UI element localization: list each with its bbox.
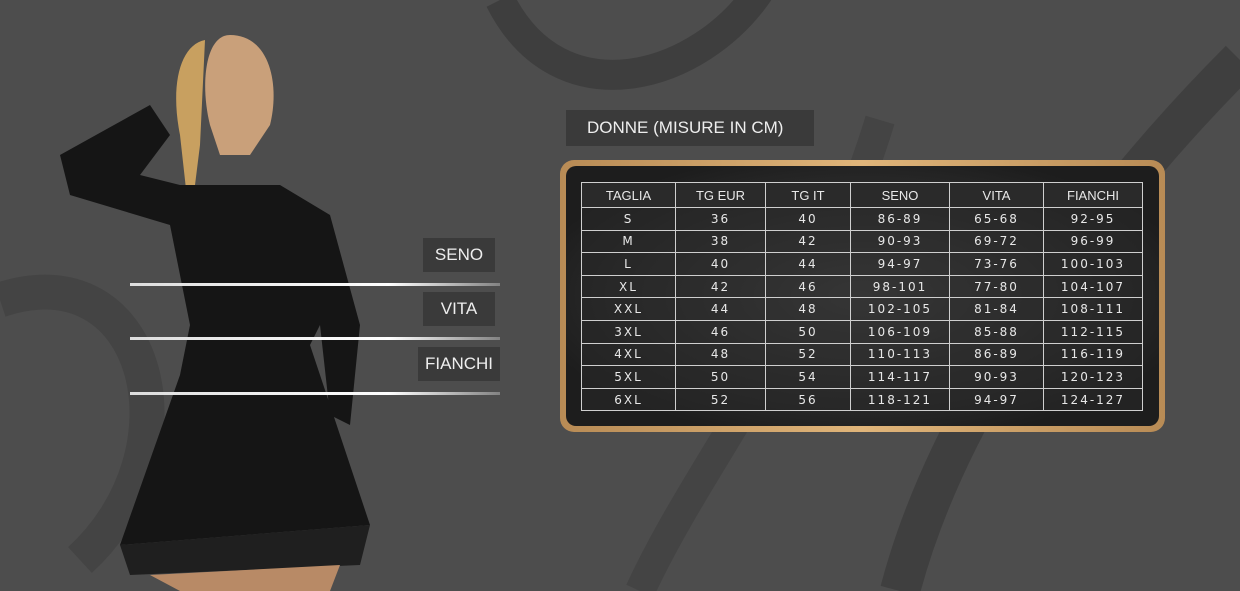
table-cell: 6XL bbox=[581, 387, 676, 412]
table-row: 5XL 50 54 114-117 90-93 120-123 bbox=[581, 365, 1143, 389]
table-row: M 38 42 90-93 69-72 96-99 bbox=[581, 229, 1143, 254]
table-header-row: TAGLIA TG EUR TG IT SENO VITA FIANCHI bbox=[581, 182, 1143, 208]
table-cell: 48 bbox=[675, 342, 766, 367]
chart-title: DONNE (MISURE IN CM) bbox=[566, 110, 814, 146]
table-cell: 48 bbox=[765, 297, 851, 321]
bust-line bbox=[130, 283, 500, 286]
table-cell: 114-117 bbox=[850, 365, 950, 389]
table-cell: 77-80 bbox=[949, 274, 1044, 299]
size-table-frame: TAGLIA TG EUR TG IT SENO VITA FIANCHI S 36 40 86… bbox=[560, 160, 1165, 432]
waist-line bbox=[130, 337, 500, 340]
table-cell: 112-115 bbox=[1043, 319, 1143, 344]
size-table: TAGLIA TG EUR TG IT SENO VITA FIANCHI S 36 40 86… bbox=[581, 182, 1143, 412]
hips-label: FIANCHI bbox=[418, 347, 500, 381]
table-cell: 90-93 bbox=[949, 365, 1044, 389]
table-cell: XL bbox=[581, 274, 676, 299]
table-cell: 42 bbox=[675, 274, 766, 299]
table-cell: 86-89 bbox=[949, 342, 1044, 367]
table-cell: 100-103 bbox=[1043, 252, 1143, 276]
table-cell: 50 bbox=[765, 319, 851, 344]
table-cell: 69-72 bbox=[949, 229, 1044, 254]
table-cell: 52 bbox=[765, 342, 851, 367]
table-cell: 94-97 bbox=[949, 387, 1044, 412]
table-cell: 106-109 bbox=[850, 319, 950, 344]
table-cell: 94-97 bbox=[850, 252, 950, 276]
table-cell: 110-113 bbox=[850, 342, 950, 367]
table-cell: 54 bbox=[765, 365, 851, 389]
table-cell: XXL bbox=[581, 297, 676, 321]
table-row: XXL 44 48 102-105 81-84 108-111 bbox=[581, 297, 1143, 321]
table-cell: L bbox=[581, 252, 676, 276]
table-cell: 102-105 bbox=[850, 297, 950, 321]
column-header: VITA bbox=[949, 182, 1044, 208]
table-cell: 73-76 bbox=[949, 252, 1044, 276]
column-header: TG IT bbox=[765, 182, 851, 208]
column-header: SENO bbox=[850, 182, 950, 208]
table-row: XL 42 46 98-101 77-80 104-107 bbox=[581, 274, 1143, 299]
table-cell: 124-127 bbox=[1043, 387, 1143, 412]
waist-label: VITA bbox=[423, 292, 495, 326]
table-cell: 4XL bbox=[581, 342, 676, 367]
table-row: 4XL 48 52 110-113 86-89 116-119 bbox=[581, 342, 1143, 367]
table-cell: 56 bbox=[765, 387, 851, 412]
table-cell: 65-68 bbox=[949, 207, 1044, 231]
table-cell: 108-111 bbox=[1043, 297, 1143, 321]
table-cell: 42 bbox=[765, 229, 851, 254]
table-cell: M bbox=[581, 229, 676, 254]
hips-line bbox=[130, 392, 500, 395]
table-cell: 92-95 bbox=[1043, 207, 1143, 231]
table-cell: 52 bbox=[675, 387, 766, 412]
column-header: FIANCHI bbox=[1043, 182, 1143, 208]
table-cell: 90-93 bbox=[850, 229, 950, 254]
table-row: S 36 40 86-89 65-68 92-95 bbox=[581, 207, 1143, 231]
table-cell: 81-84 bbox=[949, 297, 1044, 321]
bust-label: SENO bbox=[423, 238, 495, 272]
table-cell: 44 bbox=[675, 297, 766, 321]
table-cell: 98-101 bbox=[850, 274, 950, 299]
table-cell: 104-107 bbox=[1043, 274, 1143, 299]
column-header: TAGLIA bbox=[581, 182, 676, 208]
table-cell: 120-123 bbox=[1043, 365, 1143, 389]
table-cell: 36 bbox=[675, 207, 766, 231]
table-row: 6XL 52 56 118-121 94-97 124-127 bbox=[581, 387, 1143, 412]
table-cell: 44 bbox=[765, 252, 851, 276]
table-cell: 46 bbox=[765, 274, 851, 299]
table-cell: 116-119 bbox=[1043, 342, 1143, 367]
table-cell: 85-88 bbox=[949, 319, 1044, 344]
table-cell: 38 bbox=[675, 229, 766, 254]
table-row: 3XL 46 50 106-109 85-88 112-115 bbox=[581, 319, 1143, 344]
column-header: TG EUR bbox=[675, 182, 766, 208]
table-cell: 3XL bbox=[581, 319, 676, 344]
model-photo bbox=[60, 35, 370, 591]
table-cell: 40 bbox=[765, 207, 851, 231]
table-cell: 46 bbox=[675, 319, 766, 344]
table-cell: 96-99 bbox=[1043, 229, 1143, 254]
table-cell: 5XL bbox=[581, 365, 676, 389]
table-row: L 40 44 94-97 73-76 100-103 bbox=[581, 252, 1143, 276]
table-cell: 118-121 bbox=[850, 387, 950, 412]
table-cell: S bbox=[581, 207, 676, 231]
table-cell: 40 bbox=[675, 252, 766, 276]
table-cell: 50 bbox=[675, 365, 766, 389]
table-cell: 86-89 bbox=[850, 207, 950, 231]
